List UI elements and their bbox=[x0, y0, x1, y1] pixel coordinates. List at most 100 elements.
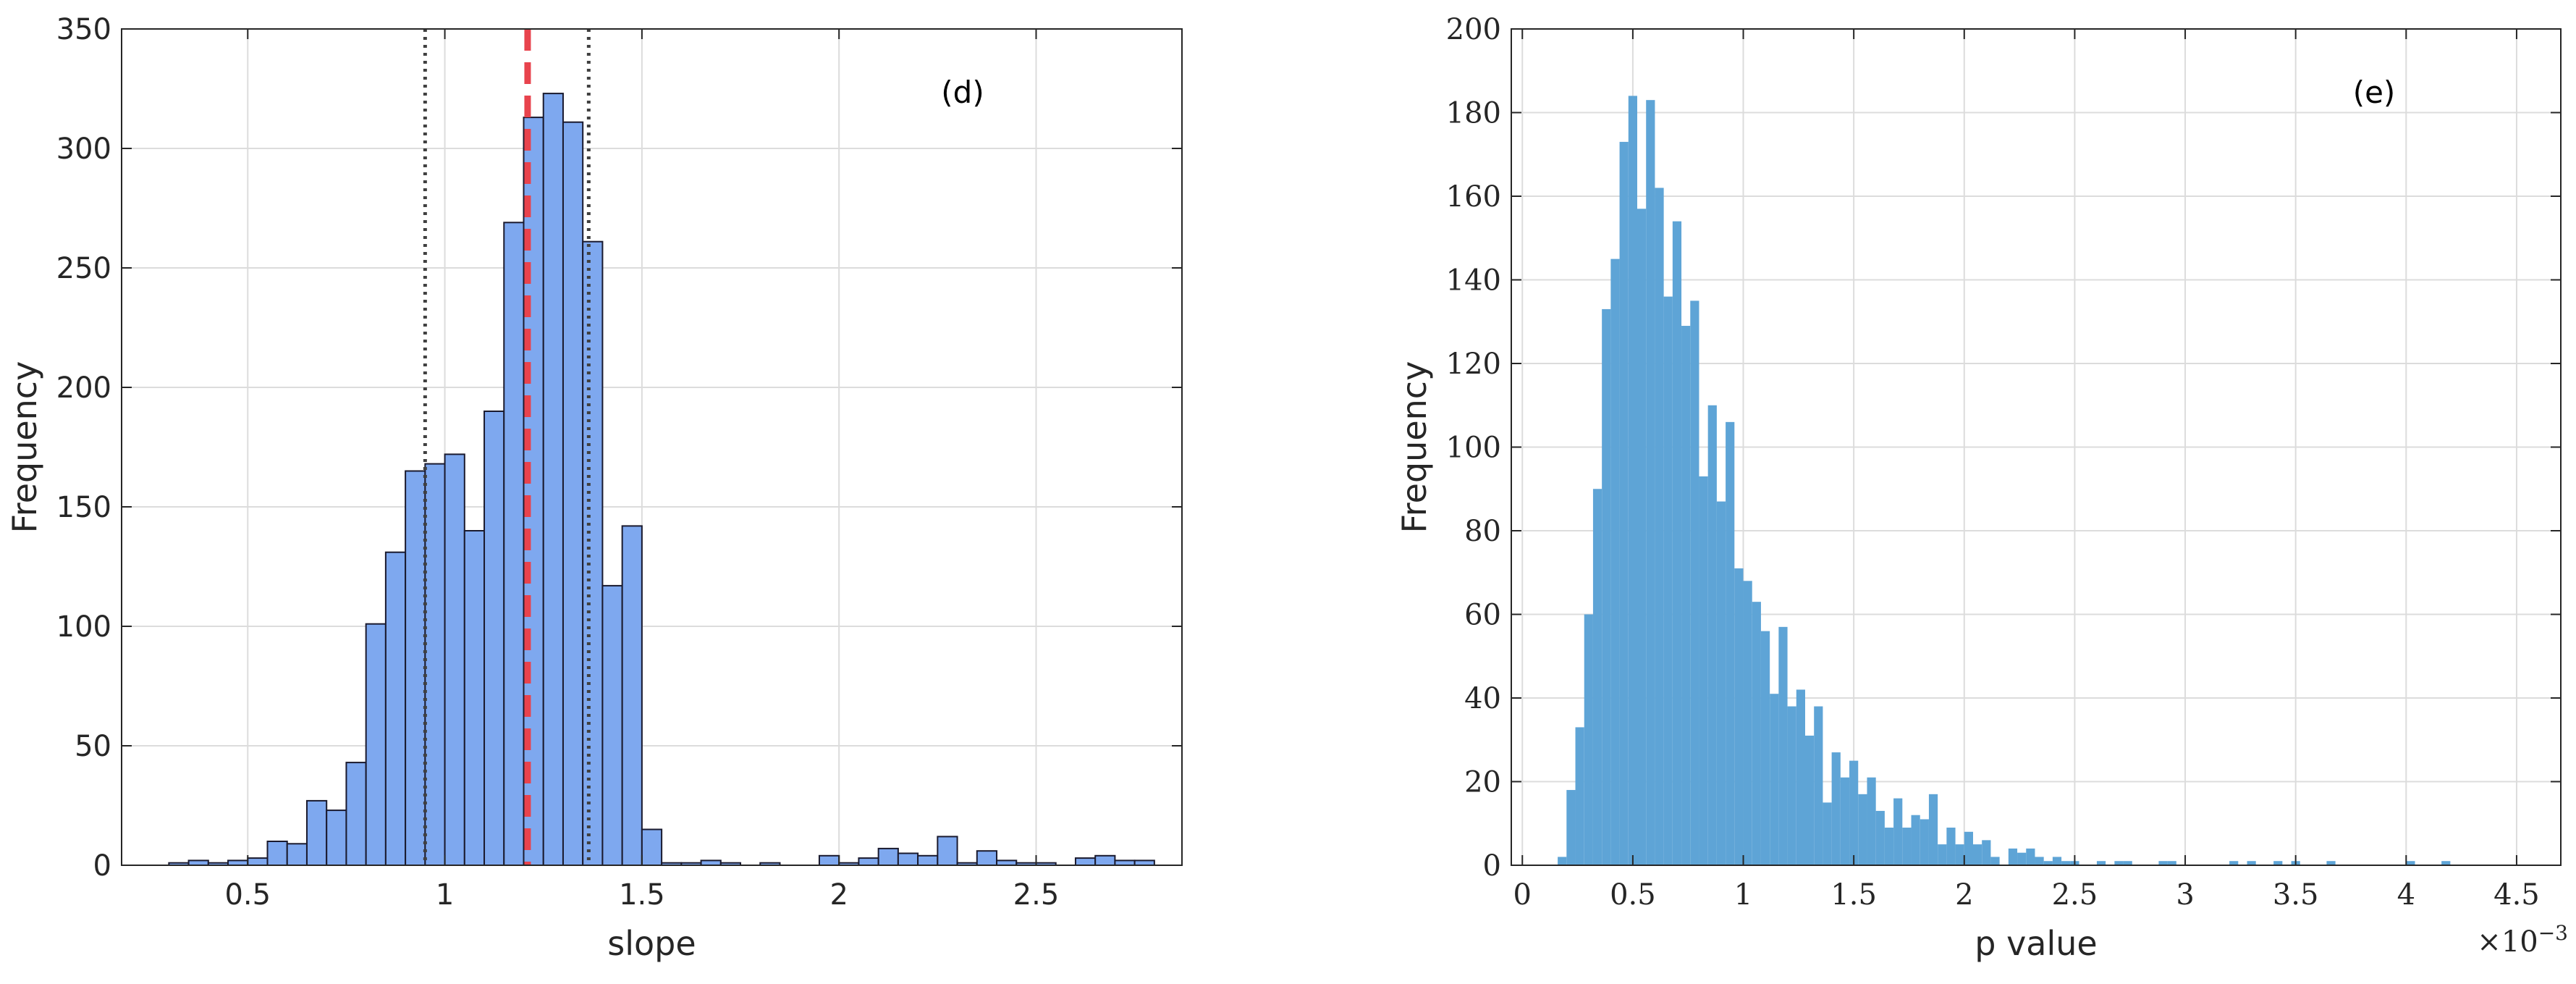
x-tick-label: 1 bbox=[1734, 878, 1752, 912]
histogram-bar bbox=[1938, 844, 1947, 865]
histogram-bar bbox=[1760, 631, 1770, 865]
panel-label: (d) bbox=[941, 75, 984, 110]
histogram-bar bbox=[562, 121, 584, 867]
histogram-bar bbox=[2008, 848, 2018, 865]
histogram-bar bbox=[1558, 857, 1567, 865]
histogram-bar bbox=[305, 799, 328, 867]
histogram-bar bbox=[1628, 96, 1637, 865]
histogram-bar bbox=[1743, 581, 1752, 865]
x-tick-label: 2 bbox=[829, 878, 848, 912]
histogram-bar bbox=[424, 463, 446, 866]
histogram-bar bbox=[247, 857, 269, 866]
x-tick-label: 0 bbox=[1513, 878, 1532, 912]
histogram-bar bbox=[1610, 258, 1620, 865]
histogram-bar bbox=[1867, 777, 1876, 865]
histogram-bar bbox=[1672, 221, 1682, 865]
histogram-bar bbox=[2061, 861, 2071, 865]
histogram-bar bbox=[326, 810, 347, 866]
y-tick-label: 120 bbox=[1446, 348, 1501, 381]
histogram-bar bbox=[1955, 844, 1964, 865]
histogram-bar bbox=[1699, 476, 1708, 865]
exponent-power: −3 bbox=[2538, 921, 2568, 945]
histogram-bar bbox=[1778, 626, 1788, 865]
histogram-bar bbox=[1831, 752, 1841, 865]
bars bbox=[1558, 96, 2451, 866]
histogram-bar bbox=[917, 854, 939, 867]
histogram-bar bbox=[1584, 614, 1593, 865]
histogram-bar bbox=[286, 843, 308, 867]
histogram-bar bbox=[1074, 857, 1097, 866]
histogram-bar bbox=[2441, 861, 2451, 865]
x-tick-label: 3 bbox=[2176, 878, 2194, 912]
histogram-bar bbox=[1875, 810, 1885, 865]
histogram-bar bbox=[1770, 694, 1779, 865]
y-tick-label: 100 bbox=[1446, 432, 1501, 465]
histogram-bar bbox=[1681, 326, 1691, 865]
histogram-bar bbox=[1928, 794, 1938, 865]
y-tick-label: 40 bbox=[1464, 682, 1501, 715]
histogram-bar bbox=[1805, 735, 1815, 865]
histogram-bar bbox=[1716, 501, 1726, 865]
x-tick-label: 1 bbox=[436, 878, 454, 912]
histogram-bar bbox=[1920, 819, 1929, 865]
histogram-bar bbox=[463, 530, 486, 866]
histogram-bar bbox=[2326, 861, 2336, 865]
histogram-bar bbox=[1655, 188, 1664, 865]
histogram-bar bbox=[444, 453, 465, 866]
histogram-bar bbox=[1884, 828, 1894, 865]
histogram-bar bbox=[2035, 857, 2044, 865]
histogram-bar bbox=[405, 470, 426, 866]
x-tick-label: 1.5 bbox=[1830, 878, 1877, 912]
histogram-bar bbox=[2406, 861, 2415, 865]
axes-frame bbox=[121, 28, 1183, 866]
histogram-bar bbox=[582, 240, 604, 866]
histogram-bar bbox=[1690, 300, 1699, 865]
histogram-bar bbox=[1787, 706, 1796, 865]
histogram-bar bbox=[1566, 790, 1576, 865]
histogram-bar bbox=[1893, 798, 1903, 865]
histogram-bar bbox=[1814, 706, 1823, 865]
x-axis-exponent: ×10−3 bbox=[2477, 921, 2568, 959]
panel-label: (e) bbox=[2353, 75, 2396, 110]
histogram-bar bbox=[1858, 794, 1867, 865]
histogram-bar bbox=[384, 551, 407, 866]
histogram-bar bbox=[641, 828, 663, 866]
y-tick-label: 20 bbox=[1464, 766, 1501, 799]
grid bbox=[122, 28, 1182, 866]
x-tick-label: 1.5 bbox=[619, 878, 665, 912]
histogram-bar bbox=[2026, 848, 2035, 865]
y-tick-label: 0 bbox=[93, 849, 111, 883]
histogram-bar bbox=[1094, 854, 1116, 867]
histogram-bar bbox=[483, 411, 505, 866]
histogram-bar bbox=[1575, 727, 1584, 865]
histogram-bar bbox=[1619, 141, 1629, 866]
histogram-bar bbox=[1823, 802, 1832, 865]
y-tick-label: 100 bbox=[56, 610, 111, 644]
y-axis-label: Frequency bbox=[1395, 361, 1434, 534]
y-tick-label: 300 bbox=[56, 133, 111, 166]
histogram-bar bbox=[2167, 861, 2176, 865]
histogram-bar bbox=[976, 850, 998, 866]
histogram-bar bbox=[1973, 844, 1982, 865]
histogram-bar bbox=[542, 93, 564, 867]
histogram-bar bbox=[1707, 405, 1717, 865]
y-tick-label: 250 bbox=[56, 252, 111, 285]
y-tick-label: 50 bbox=[75, 730, 111, 763]
histogram-p-value: 0 0.5 1 1.5 2 2.5 3 3.5 4 4.5 0 20 40 60 80 100 120 140 16… bbox=[1395, 13, 2568, 963]
histogram-bar bbox=[601, 584, 623, 867]
histogram-bar bbox=[2229, 861, 2239, 865]
x-tick-label: 4 bbox=[2397, 878, 2415, 912]
histogram-bar bbox=[1964, 831, 1973, 865]
histogram-bar bbox=[1726, 421, 1735, 865]
histogram-bar bbox=[1911, 815, 1920, 865]
histogram-bar bbox=[897, 852, 919, 866]
histogram-bar bbox=[2123, 861, 2132, 865]
histogram-bar bbox=[1849, 760, 1859, 865]
histogram-bar bbox=[1982, 840, 1991, 865]
histogram-bar bbox=[1796, 689, 1805, 865]
y-tick-label: 0 bbox=[1483, 849, 1501, 883]
y-tick-label: 160 bbox=[1446, 180, 1501, 214]
histogram-bar bbox=[1663, 296, 1673, 866]
histogram-slope: 0.5 1 1.5 2 2.5 0 50 100 150 200 250 300 350 (d) slo… bbox=[5, 13, 1183, 963]
